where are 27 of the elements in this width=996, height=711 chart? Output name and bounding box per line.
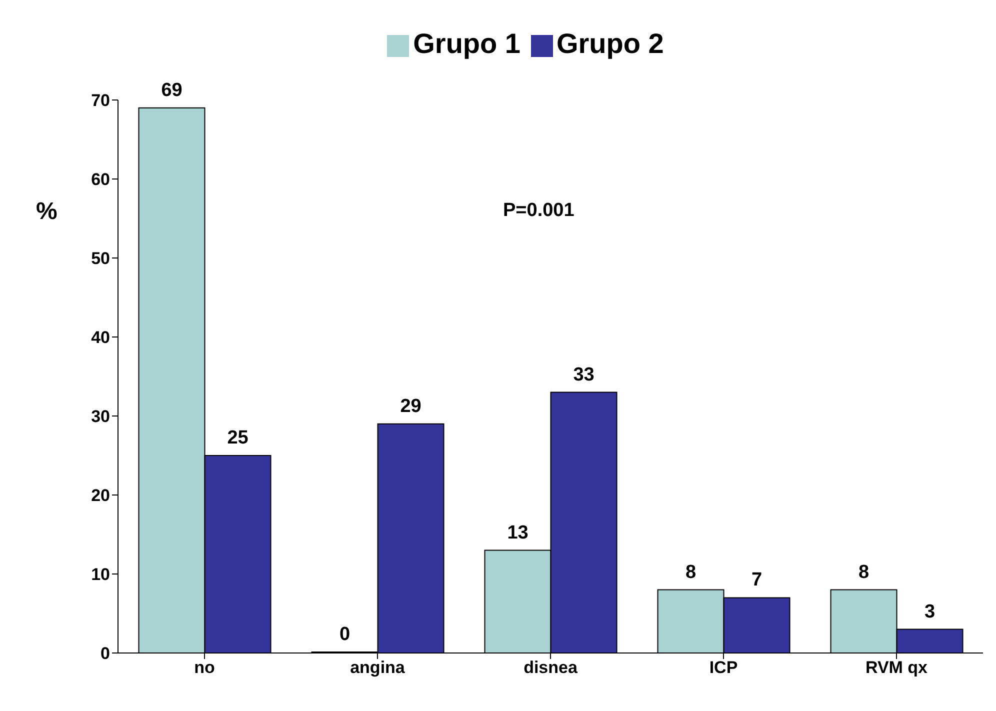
y-tick-label: 0 [100,644,110,664]
legend-label: Grupo 1 [413,28,520,59]
data-label: 29 [400,396,422,417]
y-tick-label: 40 [91,328,110,348]
data-label: 7 [751,570,762,591]
data-label: 8 [858,562,870,583]
x-tick-label: ICP [709,658,738,678]
y-tick-label: 10 [91,565,110,584]
x-tick-label: no [194,658,215,678]
legend-label: Grupo 2 [556,28,664,59]
data-label: 8 [685,562,696,583]
x-tick-label: RVM qx [865,658,928,678]
y-axis-title: % [36,198,58,226]
y-tick-label: 60 [91,170,110,190]
y-tick-label: 20 [91,486,110,506]
annotation: P=0.001 [503,200,574,222]
y-tick-label: 50 [91,249,110,268]
y-tick-label: 70 [91,91,110,110]
data-label: 13 [507,522,528,544]
x-tick-label: disnea [524,658,578,678]
data-label: 0 [339,624,350,645]
data-label: 3 [924,601,936,622]
data-label: 33 [573,364,594,386]
data-label: 25 [227,428,249,448]
x-tick-label: angina [350,658,406,678]
y-tick-label: 30 [91,407,110,426]
data-label: 69 [161,80,182,101]
